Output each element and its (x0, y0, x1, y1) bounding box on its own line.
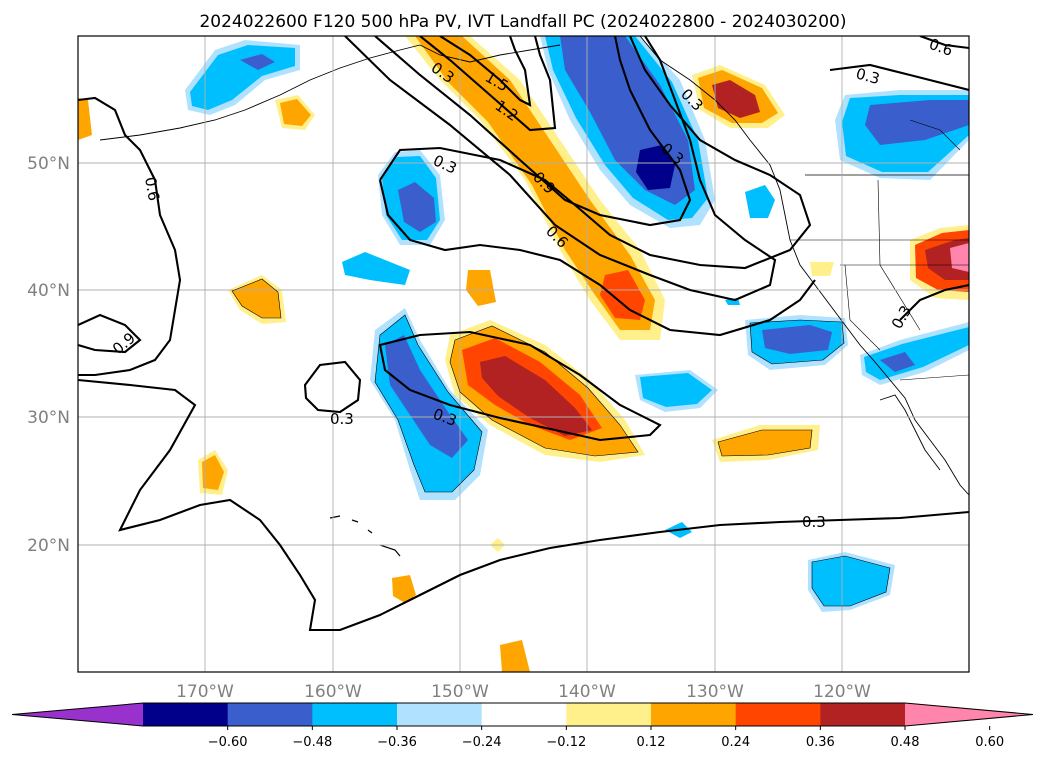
positive-anomaly-band-north-core (415, 36, 655, 330)
colorbar-swatch (397, 703, 483, 726)
positive-anomaly-small-6 (500, 640, 530, 672)
negative-anomaly-subtropic-cyan (812, 556, 890, 606)
colorbar-swatch (481, 703, 567, 726)
ivt-contours (78, 36, 969, 632)
contour-0.3-east (829, 63, 969, 92)
positive-anomaly-band-north-max (600, 270, 645, 320)
lon-tick-label: 120°W (813, 682, 871, 702)
negative-anomaly-north-min (636, 145, 675, 190)
negative-anomaly-small-a (342, 252, 410, 285)
contour-0.6-ne (919, 36, 969, 50)
positive-anomaly-small-8-core (718, 430, 812, 456)
lat-tick-label: 40°N (27, 281, 70, 301)
negative-anomaly-baja-blue (880, 352, 915, 372)
negative-anomaly-small-b (745, 185, 775, 218)
colorbar-tick-label: 0.60 (975, 735, 1004, 750)
longitude-ticks: 170°W 160°W 150°W 140°W 130°W 120°W (176, 682, 871, 702)
colorbar-tick-label: 0.24 (721, 735, 750, 750)
positive-anomaly-small-3 (466, 270, 496, 306)
contour-0.6-west (78, 96, 182, 377)
colorbar-swatch (227, 703, 313, 726)
negative-anomaly-offshore-cyan (640, 373, 712, 407)
colorbar-swatch (566, 703, 652, 726)
colorbar-swatch (143, 703, 229, 726)
positive-anomaly-small-9 (810, 262, 834, 276)
colorbar-tick-label: −0.60 (208, 735, 248, 750)
colorbar-swatch (735, 703, 821, 726)
map-frame (77, 35, 970, 673)
negative-anomaly-midlat-blue (398, 182, 436, 232)
positive-anomaly-west-edge (78, 98, 92, 140)
contour-1.2 (419, 36, 557, 132)
negative-anomaly-bering-blue (240, 54, 275, 70)
colorbar-labels: −0.60 −0.48 −0.36 −0.24 −0.12 0.12 0.24 0.36 0.4… (208, 735, 1004, 750)
positive-anomaly-small-2-core (232, 279, 281, 318)
positive-anomaly-central-max (480, 356, 592, 436)
colorbar-swatch (651, 703, 737, 726)
colorbar-swatch (312, 703, 398, 726)
contour-0.3-outer (78, 378, 969, 632)
colorbar-extend-low (12, 703, 143, 726)
colorbar-tick-label: 0.36 (806, 735, 835, 750)
contour-0.9-west (78, 313, 142, 354)
colorbar-swatches (11, 702, 1034, 727)
colorbar-outline (11, 702, 1034, 727)
lon-tick-label: 130°W (686, 682, 744, 702)
positive-anomaly-small-5 (392, 575, 416, 603)
contour-0.6-north (344, 36, 777, 302)
contour-label: 0.3 (854, 64, 882, 88)
lon-tick-label: 150°W (431, 682, 489, 702)
colorbar-tick-label: 0.48 (891, 735, 920, 750)
map-panel: 1.5 1.2 0.9 0.6 0.3 0.3 0.3 0.3 0.6 0.3 … (78, 35, 969, 672)
contour-0.3-east-south (899, 283, 969, 321)
lat-tick-label: 30°N (27, 408, 70, 428)
contour-label: 0.3 (330, 410, 354, 428)
latitude-ticks: 50°N 40°N 30°N 20°N (27, 154, 70, 556)
positive-anomaly-small-1-core (280, 99, 311, 126)
contour-label: 0.3 (802, 513, 826, 531)
lon-tick-label: 170°W (176, 682, 234, 702)
lat-tick-label: 20°N (27, 536, 70, 556)
lon-tick-label: 140°W (558, 682, 616, 702)
contour-1.5 (439, 36, 532, 107)
colorbar-tick-label: 0.12 (637, 735, 666, 750)
contour-label: 0.6 (927, 35, 956, 60)
contour-0.9-north (374, 36, 692, 227)
colorbar: −0.60 −0.48 −0.36 −0.24 −0.12 0.12 0.24 0.36 0.4… (11, 702, 1034, 750)
coastlines (99, 36, 969, 557)
lat-tick-label: 50°N (27, 154, 70, 174)
colorbar-swatch (820, 703, 906, 726)
positive-anomaly-east-peak (950, 243, 969, 272)
contour-label: 0.6 (141, 176, 163, 203)
gridlines (78, 36, 969, 672)
colorbar-tick-label: −0.36 (377, 735, 417, 750)
contour-0.3-loop (303, 360, 362, 414)
contour-0.3-north (379, 36, 812, 270)
contour-0.3-central (378, 330, 662, 442)
colorbar-tick-label: −0.12 (546, 735, 586, 750)
figure-title: 2024022600 F120 500 hPa PV, IVT Landfall… (199, 12, 846, 32)
negative-anomaly-california-blue (762, 325, 832, 354)
colorbar-tick-label: −0.24 (462, 735, 502, 750)
colorbar-tick-label: −0.48 (292, 735, 332, 750)
colorbar-ticks (227, 726, 991, 730)
colorbar-extend-high (905, 703, 1033, 726)
shading-outlines (231, 278, 891, 607)
lon-tick-label: 160°W (304, 682, 362, 702)
positive-anomaly-small-4-core (202, 455, 224, 490)
